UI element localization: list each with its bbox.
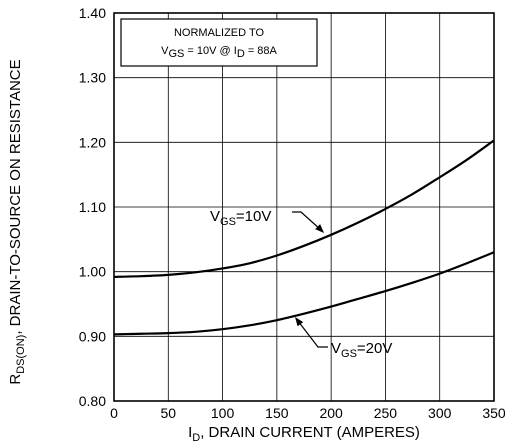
- x-tick-label: 300: [428, 405, 452, 421]
- series-line-0: [113, 139, 495, 278]
- series-curves: [113, 139, 495, 336]
- y-tick-label: 1.10: [79, 199, 106, 215]
- y-title-main: R: [7, 374, 24, 385]
- y-tick-label: 0.90: [79, 328, 106, 344]
- y-tick-label: 0.80: [79, 393, 106, 409]
- x-tick-label: 0: [110, 405, 118, 421]
- note-v: V: [161, 45, 169, 57]
- y-axis-title: RDS(ON), DRAIN-TO-SOURCE ON RESISTANCE: [7, 59, 27, 384]
- note-i-subscript: D: [237, 48, 245, 60]
- arrowhead: [295, 317, 304, 327]
- x-title-main: I: [188, 424, 192, 441]
- note-box: [120, 18, 318, 67]
- note-line-1: NORMALIZED TO: [174, 27, 264, 39]
- x-title-sub: D: [192, 432, 200, 444]
- label-10v-main: V: [210, 208, 220, 225]
- label-20v-sub: GS: [341, 348, 357, 360]
- grid-lines: [113, 12, 495, 402]
- x-title-rest: , DRAIN CURRENT (AMPERES): [200, 424, 420, 441]
- label-vgs-20v: VGS=20V: [331, 340, 392, 360]
- normalization-note: NORMALIZED TO VGS = 10V @ ID = 88A: [120, 18, 318, 67]
- leader-line: [297, 320, 328, 348]
- arrow-10v: [292, 211, 324, 233]
- y-title-rest: , DRAIN-TO-SOURCE ON RESISTANCE: [7, 59, 24, 334]
- x-tick-label: 250: [374, 405, 398, 421]
- y-tick-label: 1.00: [79, 264, 106, 280]
- y-tick-label: 1.20: [79, 134, 106, 150]
- y-tick-label: 1.30: [79, 70, 106, 86]
- plot-frame: [113, 12, 495, 402]
- label-10v-rest: =10V: [236, 208, 271, 225]
- label-20v-main: V: [331, 340, 341, 357]
- note-v-rest: = 10V @ I: [184, 45, 236, 57]
- series-label-10v: VGS=10V: [210, 208, 324, 233]
- label-10v-sub: GS: [220, 216, 236, 228]
- x-tick-label: 150: [265, 405, 289, 421]
- note-v-subscript: GS: [168, 48, 184, 60]
- x-tick-label: 50: [160, 405, 176, 421]
- y-tick-label: 1.40: [79, 5, 106, 21]
- x-axis-title: ID, DRAIN CURRENT (AMPERES): [188, 424, 420, 444]
- series-line-1: [113, 251, 495, 336]
- series-label-20v: VGS=20V: [295, 317, 392, 360]
- label-vgs-10v: VGS=10V: [210, 208, 271, 228]
- x-tick-label: 100: [211, 405, 235, 421]
- note-i-rest: = 88A: [245, 45, 278, 57]
- x-tick-label: 350: [482, 405, 506, 421]
- note-line-2: VGS = 10V @ ID = 88A: [161, 45, 277, 60]
- arrow-20v: [295, 317, 328, 348]
- x-tick-label: 200: [319, 405, 343, 421]
- arrowhead: [315, 224, 324, 233]
- y-tick-labels: 0.80 0.90 1.00 1.10 1.20 1.30 1.40: [79, 5, 106, 409]
- leader-line: [292, 211, 322, 231]
- x-tick-labels: 0 50 100 150 200 250 300 350: [110, 405, 506, 421]
- y-title-sub: DS(ON): [15, 335, 27, 374]
- label-20v-rest: =20V: [357, 340, 392, 357]
